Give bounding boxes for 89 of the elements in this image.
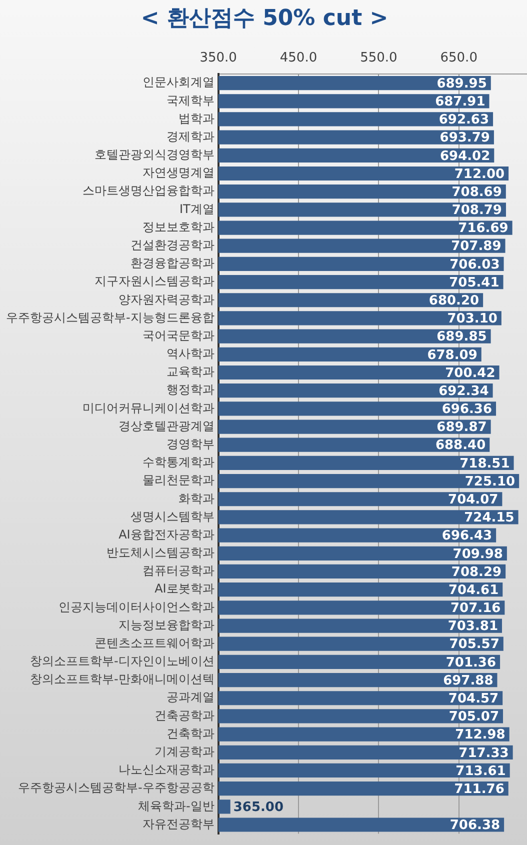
- y-tick-label: 양자원자력공학과: [118, 292, 214, 306]
- y-tick-label: 공과계열: [166, 690, 214, 704]
- y-tick-label: 환경융합공학과: [130, 256, 214, 270]
- data-label: 704.61: [448, 582, 499, 598]
- data-label: 712.00: [454, 166, 505, 182]
- y-tick-label: 건축학과: [166, 726, 214, 740]
- y-tick-label: 경상호텔관광계열: [118, 418, 214, 433]
- y-tick-label: 우주항공시스템공학부-지능형드론융합: [6, 310, 214, 324]
- data-label: 724.15: [464, 510, 514, 526]
- y-tick-label: 생명시스템학부: [130, 509, 214, 524]
- y-tick-label: 건축공학과: [154, 708, 214, 722]
- data-label: 707.89: [451, 239, 502, 254]
- y-tick-label: 지능정보융합학과: [118, 618, 214, 632]
- data-label: 708.69: [452, 184, 502, 200]
- data-label: 365.00: [233, 800, 284, 816]
- data-label: 703.81: [448, 619, 498, 634]
- data-label: 692.63: [438, 112, 490, 128]
- y-tick-label: 미디어커뮤니케이션학과: [82, 400, 214, 415]
- data-label: 689.85: [436, 330, 487, 345]
- y-tick-label: 교육학과: [166, 364, 214, 379]
- y-tick-label: 물리천문학과: [142, 473, 214, 488]
- data-label: 705.07: [448, 710, 500, 725]
- y-tick-label: 컴퓨터공학과: [142, 564, 214, 578]
- data-label: 708.29: [451, 564, 502, 580]
- y-tick-label: 나노신소재공학과: [118, 762, 214, 777]
- data-label: 694.02: [440, 148, 490, 164]
- x-tick-label: 450.0: [280, 50, 318, 66]
- data-label: 692.34: [438, 384, 489, 399]
- data-label: 716.69: [458, 221, 508, 236]
- data-label: 718.51: [460, 456, 510, 472]
- data-label: 713.61: [456, 764, 506, 779]
- data-label: 704.57: [448, 691, 499, 706]
- x-tick-label: 550.0: [360, 50, 398, 66]
- data-label: 687.91: [435, 94, 486, 110]
- data-label: 696.36: [442, 402, 492, 418]
- data-label: 706.03: [450, 257, 500, 272]
- data-label: 706.38: [450, 818, 500, 834]
- y-tick-label: 우주항공시스템공학부-우주항공공학: [18, 780, 214, 795]
- y-tick-label: 콘텐츠소프트웨어학과: [94, 636, 214, 650]
- y-tick-label: 국어국문학과: [142, 328, 214, 342]
- y-tick-label: 인문사회계열: [142, 75, 214, 90]
- data-label: 704.07: [448, 492, 498, 508]
- y-tick-label: 창의소프트학부-만화애니메이션텍: [30, 672, 214, 686]
- y-tick-label: 건설환경공학과: [130, 238, 214, 252]
- data-label: 725.10: [464, 474, 516, 490]
- y-tick-label: 인공지능데이터사이언스학과: [58, 600, 214, 614]
- y-tick-label: 화학과: [178, 491, 214, 506]
- data-label: 711.76: [454, 782, 504, 797]
- x-tick-label: 350.0: [200, 50, 237, 66]
- y-tick-label: 역사학과: [166, 346, 214, 361]
- data-label: 689.95: [436, 76, 487, 92]
- y-tick-label: 체육학과-일반: [138, 798, 214, 813]
- y-tick-label: 법학과: [178, 111, 214, 126]
- y-tick-label: AI융합전자공학과: [118, 527, 214, 542]
- y-tick-label: AI로봇학과: [154, 582, 214, 596]
- data-label: 707.16: [450, 601, 501, 616]
- data-label: 678.09: [427, 348, 478, 363]
- y-tick-label: IT계열: [179, 202, 214, 216]
- y-tick-label: 창의소프트학부-디자인이노베이션: [30, 654, 214, 668]
- data-label: 696.43: [442, 528, 492, 544]
- data-label: 689.87: [436, 420, 487, 436]
- data-label: 693.79: [440, 130, 490, 146]
- y-tick-label: 자유전공학부: [142, 816, 214, 831]
- y-tick-label: 자연생명계열: [142, 166, 214, 180]
- y-tick-label: 호텔관광외식경영학부: [94, 148, 214, 162]
- data-label: 708.79: [452, 203, 502, 218]
- data-label: 680.20: [428, 294, 480, 309]
- y-tick-label: 반도체시스템공학과: [106, 546, 214, 560]
- y-tick-label: 수학통계학과: [142, 455, 214, 470]
- y-tick-label: 스마트생명산업융합학과: [82, 184, 214, 198]
- data-label: 700.42: [445, 366, 496, 381]
- y-tick-label: 기계공학과: [154, 744, 214, 759]
- data-label: 697.88: [443, 673, 494, 688]
- y-tick-label: 국제학부: [166, 93, 214, 108]
- data-label: 688.40: [435, 438, 486, 454]
- data-label: 705.57: [449, 637, 500, 652]
- data-label: 709.98: [452, 546, 503, 562]
- y-tick-label: 지구자원시스템공학과: [94, 274, 214, 288]
- y-tick-label: 경영학부: [166, 436, 214, 451]
- data-label: 701.36: [446, 655, 496, 670]
- y-tick-label: 정보보호학과: [142, 220, 214, 234]
- data-label: 703.10: [447, 312, 498, 327]
- data-label: 717.33: [458, 746, 509, 761]
- data-label: 705.41: [449, 275, 500, 290]
- chart-title: < 환산점수 50% cut >: [140, 6, 388, 31]
- y-tick-label: 행정학과: [166, 382, 214, 397]
- y-tick-label: 경제학과: [166, 129, 214, 144]
- data-label: 712.98: [455, 728, 506, 743]
- x-tick-label: 650.0: [440, 50, 478, 66]
